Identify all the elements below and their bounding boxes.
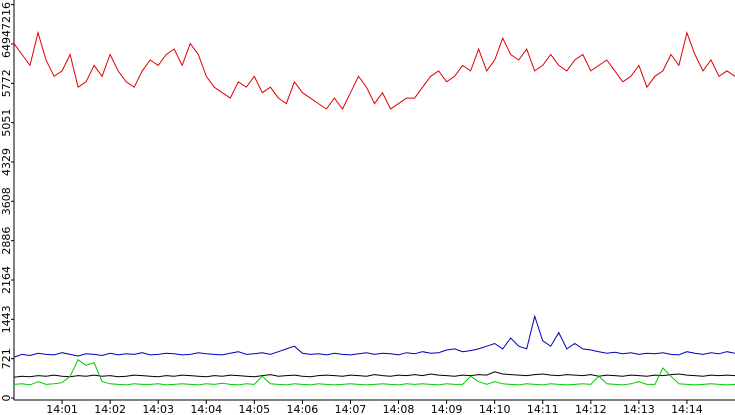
y-tick-label: 5051 <box>0 109 13 137</box>
series-line <box>13 30 735 110</box>
y-tick-label: 2886 <box>0 227 13 255</box>
x-tick-label: 14:11 <box>527 403 559 415</box>
x-tick-label: 14:06 <box>287 403 319 415</box>
y-tick-label: 4329 <box>0 148 13 176</box>
x-tick-label: 14:14 <box>671 403 703 415</box>
x-tick-label: 14:09 <box>431 403 463 415</box>
series-line <box>13 371 735 378</box>
x-tick-label: 14:04 <box>190 403 222 415</box>
y-tick-label: 1443 <box>0 305 13 333</box>
y-tick-label: 5772 <box>0 69 13 97</box>
x-tick-label: 14:07 <box>335 403 367 415</box>
x-tick-label: 14:12 <box>575 403 607 415</box>
x-tick-label: 14:01 <box>46 403 78 415</box>
x-tick-label: 14:08 <box>383 403 415 415</box>
x-tick-label: 14:13 <box>623 403 655 415</box>
x-tick-label: 14:10 <box>479 403 511 415</box>
x-tick-label: 14:02 <box>94 403 126 415</box>
y-tick-label: 721 <box>0 348 13 369</box>
y-tick-label: 7216 <box>0 2 13 30</box>
y-tick-label: 2164 <box>0 266 13 294</box>
series-line <box>13 359 735 386</box>
y-tick-label: 0 <box>0 395 13 402</box>
series-line <box>13 314 735 358</box>
x-tick-label: 14:03 <box>142 403 174 415</box>
y-tick-label: 3608 <box>0 187 13 215</box>
x-tick-label: 14:05 <box>238 403 270 415</box>
y-tick-label: 6494 <box>0 30 13 58</box>
